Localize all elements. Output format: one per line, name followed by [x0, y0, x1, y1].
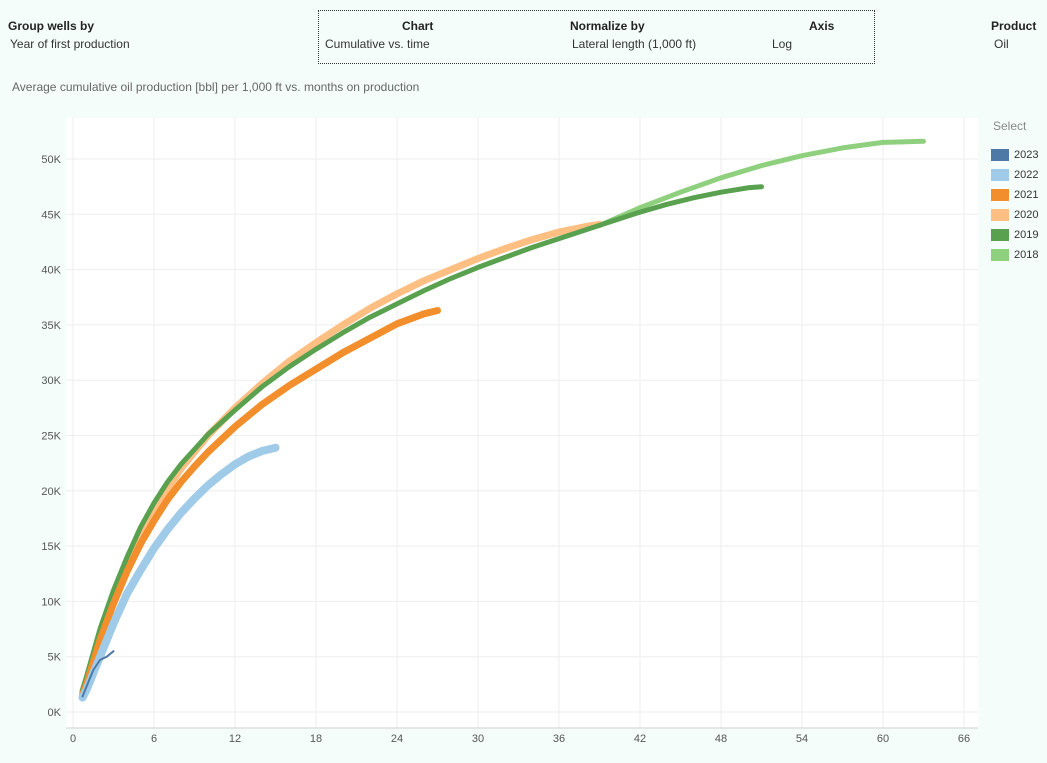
x-tick-label: 18 [310, 733, 322, 745]
x-tick-label: 54 [796, 733, 808, 745]
y-tick-label: 0K [48, 707, 62, 719]
plot-background [66, 118, 978, 728]
x-axis-ticks: 0 6 12 18 24 30 36 42 48 54 60 66 [70, 733, 970, 745]
y-tick-label: 10K [41, 596, 61, 608]
y-tick-label: 15K [41, 541, 61, 553]
x-tick-label: 12 [229, 733, 241, 745]
grid-lines [66, 118, 978, 728]
y-axis-ticks: 0K 5K 10K 15K 20K 25K 30K 35K 40K 45K 50K [41, 154, 61, 719]
x-tick-label: 60 [877, 733, 889, 745]
x-tick-label: 48 [715, 733, 727, 745]
y-tick-label: 50K [41, 154, 61, 166]
axis-title: Axis [809, 19, 835, 33]
y-tick-label: 5K [48, 652, 62, 664]
legend-label: 2018 [1014, 249, 1039, 261]
legend-swatch [991, 249, 1009, 261]
group-by-title: Group wells by [8, 19, 95, 33]
legend-swatch [991, 229, 1009, 241]
legend-swatch [991, 189, 1009, 201]
y-tick-label: 25K [41, 431, 61, 443]
legend-title: Select [993, 119, 1027, 133]
y-tick-label: 20K [41, 486, 61, 498]
x-tick-label: 66 [958, 733, 970, 745]
series-layer [78, 138, 926, 702]
y-tick-label: 30K [41, 375, 61, 387]
legend-swatch [991, 149, 1009, 161]
legend-item-2020[interactable]: 2020 [991, 208, 1038, 222]
legend-label: 2019 [1014, 229, 1039, 241]
x-tick-label: 0 [70, 733, 76, 745]
y-tick-label: 35K [41, 320, 61, 332]
x-tick-label: 24 [391, 733, 403, 745]
legend-label: 2020 [1014, 209, 1039, 221]
axis-value[interactable]: Log [772, 37, 793, 51]
series-line-2021[interactable] [79, 307, 441, 699]
legend-label: 2022 [1014, 169, 1039, 181]
legend-swatch [991, 169, 1009, 181]
normalize-title: Normalize by [570, 19, 645, 33]
x-tick-label: 42 [634, 733, 646, 745]
x-tick-label: 30 [472, 733, 484, 745]
chart-type-value[interactable]: Cumulative vs. time [325, 37, 430, 51]
legend-item-2018[interactable]: 2018 [991, 248, 1038, 262]
normalize-value[interactable]: Lateral length (1,000 ft) [572, 37, 697, 51]
legend-item-2019[interactable]: 2019 [991, 228, 1038, 242]
x-tick-label: 6 [151, 733, 157, 745]
legend-label: 2021 [1014, 189, 1039, 201]
x-tick-label: 36 [553, 733, 565, 745]
series-line-2022[interactable] [78, 443, 280, 702]
legend-item-2023[interactable]: 2023 [991, 148, 1038, 162]
chart-subtitle: Average cumulative oil production [bbl] … [12, 80, 420, 94]
group-by-value[interactable]: Year of first production [10, 37, 130, 51]
legend-item-2021[interactable]: 2021 [991, 188, 1038, 202]
product-value[interactable]: Oil [994, 37, 1009, 51]
legend-label: 2023 [1014, 149, 1039, 161]
series-line-2019[interactable] [80, 184, 764, 693]
legend-swatch [991, 209, 1009, 221]
chart-options-box [318, 10, 875, 64]
y-tick-label: 40K [41, 265, 61, 277]
legend-item-2022[interactable]: 2022 [991, 168, 1038, 182]
series-line-2018[interactable] [597, 138, 926, 228]
chart-title-label: Chart [402, 19, 434, 33]
series-line-2023[interactable] [81, 650, 115, 698]
y-tick-label: 45K [41, 209, 61, 221]
product-title: Product [991, 19, 1037, 33]
